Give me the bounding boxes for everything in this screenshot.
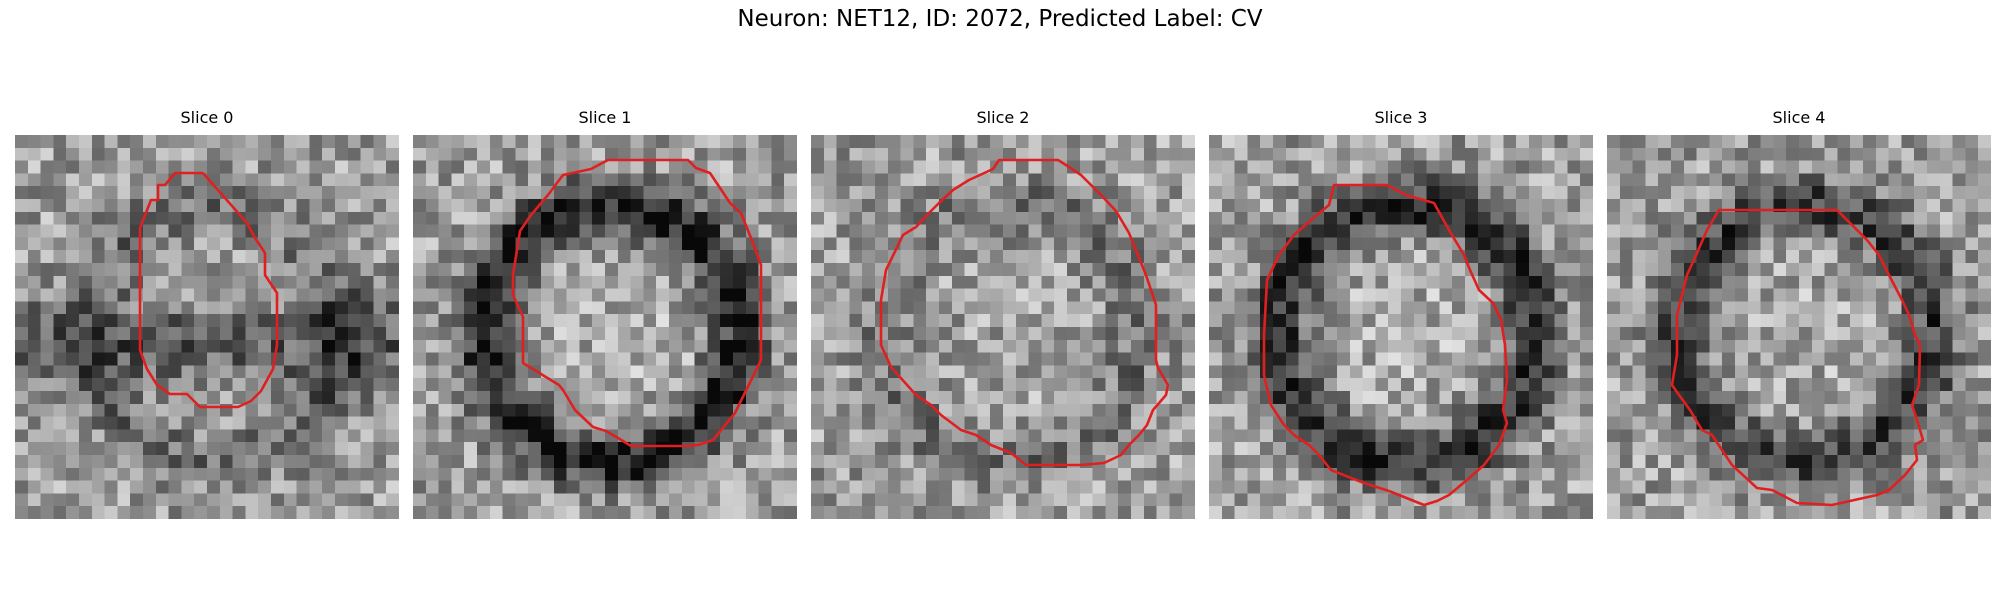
slice-title: Slice 3: [1209, 108, 1593, 128]
roi-outline: [413, 135, 797, 519]
slice-image: [1209, 135, 1593, 519]
figure-title: Neuron: NET12, ID: 2072, Predicted Label…: [0, 6, 2000, 32]
slice-image: [811, 135, 1195, 519]
slice-panel-1: Slice 1: [413, 108, 797, 519]
slice-image: [413, 135, 797, 519]
slice-panel-0: Slice 0: [15, 108, 399, 519]
roi-outline: [1607, 135, 1991, 519]
slice-panel-2: Slice 2: [811, 108, 1195, 519]
slice-image: [1607, 135, 1991, 519]
slice-title: Slice 1: [413, 108, 797, 128]
slice-title: Slice 0: [15, 108, 399, 128]
roi-outline: [1209, 135, 1593, 519]
roi-outline: [811, 135, 1195, 519]
slice-image: [15, 135, 399, 519]
slice-panel-4: Slice 4: [1607, 108, 1991, 519]
slice-title: Slice 2: [811, 108, 1195, 128]
slice-panel-3: Slice 3: [1209, 108, 1593, 519]
slice-title: Slice 4: [1607, 108, 1991, 128]
roi-outline: [15, 135, 399, 519]
